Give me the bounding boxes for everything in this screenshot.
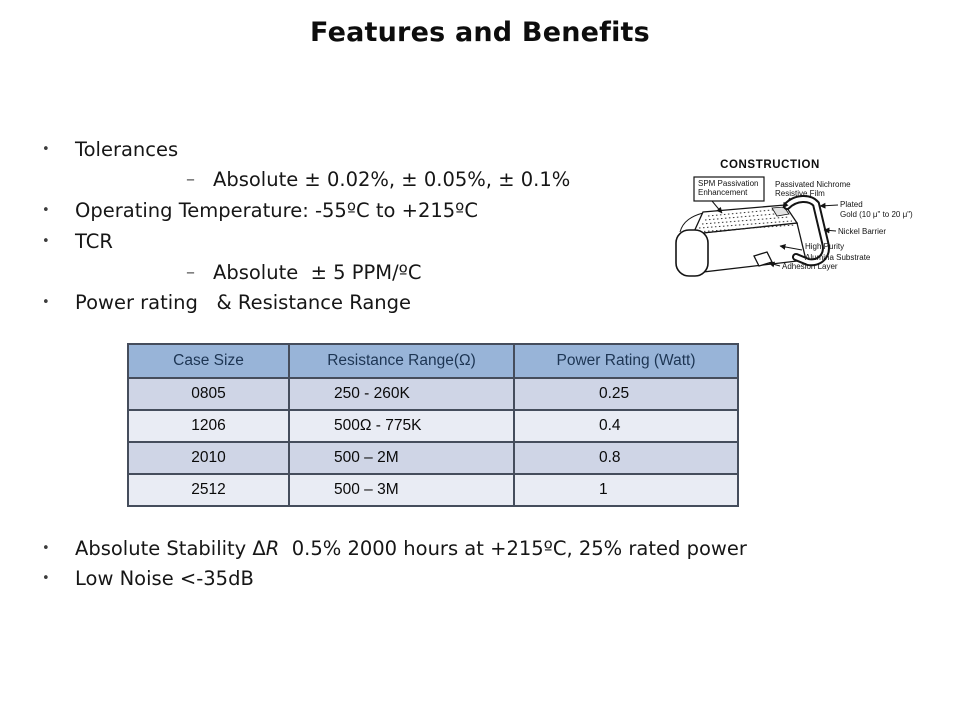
table-header-row: Case Size Resistance Range(Ω) Power Rati…	[127, 343, 739, 379]
cell-case-size: 2512	[127, 473, 290, 507]
cell-power-rating: 0.4	[513, 409, 739, 443]
bullet-item-low-noise: • Low Noise <-35dB	[40, 567, 254, 591]
bullet-item-power-rating: • Power rating & Resistance Range	[40, 291, 411, 315]
bullet-text: Absolute ± 0.02%, ± 0.05%, ± 0.1%	[213, 168, 571, 191]
cell-case-size: 0805	[127, 377, 290, 411]
bullet-item-tolerances: • Tolerances	[40, 138, 178, 162]
plated-gold-label-line2: Gold (10 μ" to 20 μ")	[840, 210, 913, 219]
stability-suffix: 0.5% 2000 hours at +215ºC, 25% rated pow…	[279, 537, 747, 560]
bullet-dot-icon: •	[42, 571, 50, 586]
bullet-dot-icon: •	[42, 541, 50, 556]
nickel-barrier-leader-line	[823, 227, 837, 234]
adhesion-leader-line	[768, 261, 781, 268]
column-header-power-rating: Power Rating (Watt)	[513, 343, 739, 379]
bullet-item-operating-temperature: • Operating Temperature: -55ºC to +215ºC	[40, 199, 478, 223]
left-cap-top-edge	[679, 212, 704, 233]
bullet-text: Tolerances	[75, 138, 179, 161]
bullet-item-absolute-stability: • Absolute Stability ΔR 0.5% 2000 hours …	[40, 537, 747, 561]
table-row: 1206 500Ω - 775K 0.4	[127, 409, 739, 443]
substrate-label-line1: High Purity	[805, 242, 844, 251]
cell-power-rating: 0.8	[513, 441, 739, 475]
cell-case-size: 2010	[127, 441, 290, 475]
left-end-cap	[675, 229, 709, 277]
spm-label-line2: Enhancement	[698, 188, 748, 197]
nichrome-label-line1: Passivated Nichrome	[775, 180, 851, 189]
adhesion-label: Adhesion Layer	[782, 262, 838, 271]
stability-delta-r: R	[265, 537, 280, 560]
bullet-text: Operating Temperature: -55ºC to +215ºC	[75, 199, 478, 222]
spm-label-line1: SPM Passivation	[698, 179, 758, 188]
dash-icon: –	[186, 169, 195, 190]
table-row: 2512 500 – 3M 1	[127, 473, 739, 507]
cell-case-size: 1206	[127, 409, 290, 443]
bullet-dot-icon: •	[42, 142, 50, 157]
table-row: 0805 250 - 260K 0.25	[127, 377, 739, 411]
column-header-resistance-range: Resistance Range(Ω)	[288, 343, 515, 379]
bullet-dot-icon: •	[42, 234, 50, 249]
resistive-film-texture	[695, 208, 796, 233]
construction-title: CONSTRUCTION	[720, 159, 820, 171]
table-row: 2010 500 – 2M 0.8	[127, 441, 739, 475]
terminal-inner	[785, 197, 828, 265]
plated-gold-leader-line	[819, 202, 839, 209]
bullet-dot-icon: •	[42, 203, 50, 218]
bullet-text: TCR	[75, 230, 113, 253]
bullet-text: Absolute Stability ΔR 0.5% 2000 hours at…	[75, 537, 747, 561]
bullet-item-tcr: • TCR	[40, 230, 113, 254]
cell-power-rating: 0.25	[513, 377, 739, 411]
cell-resistance-range: 250 - 260K	[288, 377, 515, 411]
nickel-barrier-label: Nickel Barrier	[838, 227, 886, 236]
substrate-label-line2: Alumina Substrate	[805, 253, 871, 262]
substrate-leader-line	[779, 244, 803, 251]
spm-leader-line	[711, 200, 723, 214]
nichrome-leader-line	[782, 197, 791, 209]
bullet-text: Power rating & Resistance Range	[75, 291, 412, 314]
cell-resistance-range: 500Ω - 775K	[288, 409, 515, 443]
cell-resistance-range: 500 – 2M	[288, 441, 515, 475]
stability-prefix: Absolute Stability Δ	[75, 537, 266, 560]
specs-table: Case Size Resistance Range(Ω) Power Rati…	[127, 343, 739, 507]
bullet-item-tcr-absolute: – Absolute ± 5 PPM/ºC	[186, 261, 421, 285]
nichrome-label-line2: Resistive Film	[775, 189, 825, 198]
bullet-text: Low Noise <-35dB	[75, 567, 254, 590]
spm-label-box	[693, 176, 765, 202]
page-title: Features and Benefits	[310, 17, 650, 48]
column-header-case-size: Case Size	[127, 343, 290, 379]
cell-resistance-range: 500 – 3M	[288, 473, 515, 507]
bullet-dot-icon: •	[42, 295, 50, 310]
construction-diagram: CONSTRUCTION	[675, 159, 913, 277]
cell-power-rating: 1	[513, 473, 739, 507]
bullet-text: Absolute ± 5 PPM/ºC	[213, 261, 422, 284]
bullet-item-tolerance-absolute: – Absolute ± 0.02%, ± 0.05%, ± 0.1%	[186, 168, 570, 192]
plated-gold-label-line1: Plated	[840, 200, 863, 209]
dash-icon: –	[186, 262, 195, 283]
